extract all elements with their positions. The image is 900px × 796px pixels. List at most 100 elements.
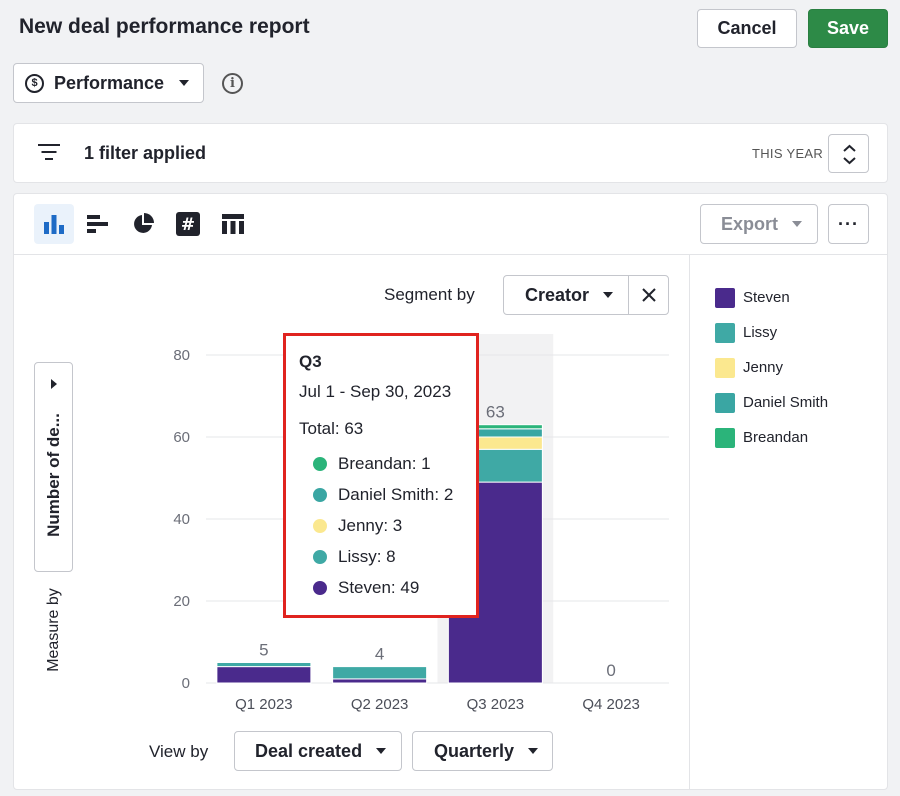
- export-button[interactable]: Export: [700, 204, 818, 244]
- tooltip-row: Breandan: 1: [299, 448, 463, 479]
- view-by-interval-select[interactable]: Quarterly: [412, 731, 553, 771]
- tooltip-row: Lissy: 8: [299, 541, 463, 572]
- legend-item[interactable]: Breandan: [715, 420, 828, 455]
- hashtag-icon: #: [176, 212, 200, 236]
- tooltip-dot: [313, 549, 327, 564]
- view-by-field-value: Deal created: [255, 740, 363, 761]
- tooltip-row-label: Jenny: 3: [338, 515, 403, 535]
- legend-swatch: [715, 287, 735, 308]
- scorecard-tab[interactable]: #: [168, 204, 208, 244]
- export-label: Export: [721, 213, 779, 234]
- chevron-down-icon: [528, 748, 539, 754]
- info-icon[interactable]: i: [222, 73, 243, 94]
- table-icon: [222, 214, 244, 234]
- report-type-label: Performance: [54, 72, 165, 93]
- legend-swatch: [715, 392, 735, 413]
- filter-icon[interactable]: [38, 144, 60, 160]
- tooltip-row-label: Daniel Smith: 2: [338, 484, 454, 504]
- segment-by-dropdown[interactable]: Creator: [504, 276, 629, 314]
- tooltip-row-label: Breandan: 1: [338, 453, 431, 473]
- chevron-down-icon: [376, 748, 387, 754]
- view-by-interval-value: Quarterly: [434, 740, 515, 761]
- table-tab[interactable]: [213, 204, 253, 244]
- pie-chart-tab[interactable]: [123, 204, 163, 244]
- svg-text:#: #: [181, 215, 195, 235]
- tooltip-dot: [313, 518, 327, 533]
- y-tick-label: 60: [173, 429, 190, 446]
- period-label: THIS YEAR: [752, 146, 824, 161]
- period-toggle-button[interactable]: [828, 134, 869, 173]
- bar-total-label: 5: [259, 641, 268, 660]
- chart-tooltip: Q3 Jul 1 - Sep 30, 2023 Total: 63 Breand…: [283, 333, 479, 618]
- tooltip-title: Q3: [299, 352, 322, 371]
- tooltip-row: Daniel Smith: 2: [299, 479, 463, 510]
- view-by-field-select[interactable]: Deal created: [234, 731, 402, 771]
- tooltip-row: Jenny: 3: [299, 510, 463, 541]
- dollar-circle-icon: $: [25, 73, 44, 93]
- segment-by-value: Creator: [525, 284, 590, 305]
- bar-segment: [332, 678, 428, 684]
- page-title: New deal performance report: [19, 15, 310, 38]
- legend-item[interactable]: Daniel Smith: [715, 385, 828, 420]
- measure-by-dropdown[interactable]: Number of de...: [34, 362, 73, 572]
- chevron-right-icon: [51, 379, 57, 389]
- legend-item[interactable]: Jenny: [715, 350, 828, 385]
- save-button[interactable]: Save: [808, 9, 888, 48]
- chevron-up-down-icon: [843, 144, 856, 165]
- bar-segment: [216, 662, 312, 668]
- more-options-button[interactable]: ···: [828, 204, 869, 244]
- chevron-down-icon: [179, 80, 189, 86]
- bar-total-label: 0: [606, 661, 615, 680]
- segment-by-label: Segment by: [384, 285, 475, 304]
- close-icon: [641, 288, 656, 302]
- legend-label: Steven: [743, 289, 790, 306]
- toolbar-divider: [14, 254, 887, 255]
- pie-chart-icon: [134, 213, 154, 233]
- bar-chart-icon: [87, 215, 108, 233]
- legend-label: Breandan: [743, 429, 809, 446]
- y-tick-label: 40: [173, 511, 190, 528]
- legend-label: Jenny: [743, 359, 784, 376]
- tooltip-row: Steven: 49: [299, 572, 463, 603]
- bar-chart-tab[interactable]: [78, 204, 118, 244]
- legend-label: Daniel Smith: [743, 394, 829, 411]
- report-panel: # Export ··· Steven Lissy Jenny Daniel Smit…: [13, 193, 888, 790]
- bar-segment: [332, 666, 428, 680]
- tooltip-date-range: Jul 1 - Sep 30, 2023: [299, 382, 452, 401]
- x-tick-label: Q3 2023: [467, 696, 525, 713]
- cancel-button[interactable]: Cancel: [697, 9, 797, 48]
- legend-swatch: [715, 427, 735, 448]
- tooltip-total: Total: 63: [299, 419, 364, 438]
- legend-divider: [689, 255, 690, 789]
- segment-by-select: Creator: [503, 275, 669, 315]
- y-tick-label: 20: [173, 593, 190, 610]
- chevron-down-icon: [792, 221, 803, 227]
- legend-item[interactable]: Lissy: [715, 315, 828, 350]
- filter-bar: 1 filter applied THIS YEAR: [13, 123, 888, 183]
- view-by-label: View by: [149, 742, 209, 761]
- report-type-select[interactable]: $ Performance: [13, 63, 204, 103]
- x-tick-label: Q4 2023: [582, 696, 640, 713]
- legend-item[interactable]: Steven: [715, 280, 828, 315]
- x-tick-label: Q1 2023: [235, 696, 293, 713]
- legend-label: Lissy: [743, 324, 778, 341]
- filter-summary[interactable]: 1 filter applied: [84, 143, 207, 163]
- y-tick-label: 80: [173, 347, 190, 364]
- tooltip-row-label: Lissy: 8: [338, 546, 396, 566]
- x-tick-label: Q2 2023: [351, 696, 409, 713]
- tooltip-dot: [313, 487, 327, 502]
- bar-total-label: 4: [375, 645, 384, 664]
- chevron-down-icon: [603, 292, 614, 298]
- bar-total-label: 63: [486, 403, 505, 422]
- column-chart-tab[interactable]: [34, 204, 74, 244]
- legend-swatch: [715, 322, 735, 343]
- chart-legend: Steven Lissy Jenny Daniel Smith Breandan: [715, 280, 828, 455]
- y-tick-label: 0: [182, 675, 190, 692]
- bar-segment: [216, 666, 312, 684]
- legend-swatch: [715, 357, 735, 378]
- tooltip-dot: [313, 456, 327, 471]
- tooltip-row-label: Steven: 49: [338, 577, 420, 597]
- column-chart-icon: [44, 215, 64, 234]
- tooltip-dot: [313, 580, 327, 595]
- clear-segment-button[interactable]: [629, 276, 668, 314]
